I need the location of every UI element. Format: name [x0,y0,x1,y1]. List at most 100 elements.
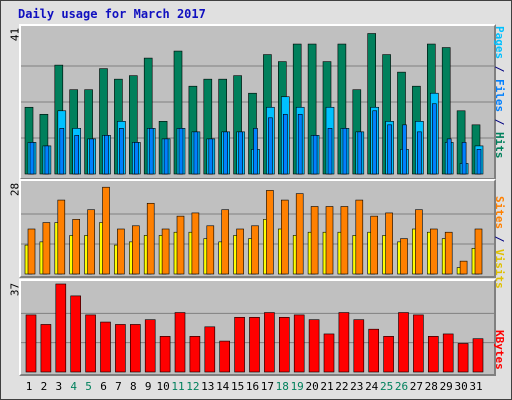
x-tick-label-day-8: 8 [129,380,137,393]
kbytes-bar-day-26 [398,312,409,373]
x-tick-label-day-26: 26 [394,380,409,393]
files-bar-day-18 [282,113,288,175]
sites-bar-day-25 [385,212,393,275]
kbytes-bar-day-13 [204,326,216,373]
x-tick-label-day-3: 3 [55,380,63,393]
x-tick-label-day-27: 27 [409,380,424,393]
x-tick-label-day-20: 20 [305,380,319,393]
kbytes-plot [21,283,494,373]
x-tick-label-day-11: 11 [171,380,185,393]
kbytes-bar-day-1 [25,314,37,373]
kbytes-bar-day-21 [323,333,335,373]
files-bar-day-28 [431,103,437,175]
legend-hits: Hits [493,132,506,159]
files-bar-day-14 [223,131,228,175]
x-tick-label-day-2: 2 [40,380,48,393]
files-bar-day-22 [342,128,348,175]
kbytes-bar-day-16 [249,316,260,373]
x-tick-label-day-17: 17 [260,380,275,393]
x-tick-label-day-24: 24 [365,380,379,393]
sites-bar-day-24 [370,215,379,275]
panel1-legend: Pages / Files / Hits [493,26,506,159]
sites-bar-day-31 [474,228,483,275]
files-bar-day-29 [446,138,452,175]
sites-bar-day-4 [72,219,81,275]
kbytes-bar-day-19 [293,314,305,373]
files-bar-day-3 [59,128,65,175]
kbytes-bar-day-12 [189,336,201,373]
kbytes-bar-day-30 [457,343,469,373]
files-bar-day-15 [238,131,243,175]
x-tick-label-day-30: 30 [454,380,468,393]
kbytes-panel [19,279,496,376]
legend-files: Files [493,79,506,113]
sites-bar-day-7 [117,228,125,275]
sites-bar-day-22 [340,206,349,275]
sites-bar-day-28 [429,228,438,275]
sites-bar-day-2 [42,222,51,275]
files-bar-day-27 [417,131,422,175]
sites-bar-day-12 [191,212,200,275]
x-axis-labels: 1 2 3 4 5 6 7 8 9 10 11 12 13 14 15 16 17 18 19 20 21 22 23 24 2… [19,380,492,394]
files-bar-day-5 [89,138,94,175]
files-bar-day-25 [387,124,392,175]
files-bar-day-6 [104,135,109,175]
files-bar-day-26 [402,124,407,175]
kbytes-bar-day-6 [100,321,111,373]
x-tick-label-day-12: 12 [186,380,200,393]
files-bar-day-31 [476,149,482,175]
files-bar-day-4 [74,135,80,175]
kbytes-bar-day-17 [264,312,275,373]
sites-bar-day-20 [310,206,319,275]
kbytes-bar-day-27 [413,314,424,373]
sites-bar-day-9 [146,202,155,275]
files-bar-day-17 [268,117,273,175]
x-tick-label-day-10: 10 [156,380,170,393]
x-tick-label-day-1: 1 [25,380,33,393]
files-bar-day-2 [44,145,50,175]
kbytes-bar-day-10 [159,336,171,373]
sites-bar-day-3 [57,199,66,275]
kbytes-bar-day-8 [130,324,141,373]
kbytes-bar-day-24 [368,328,380,373]
kbytes-bar-day-3 [55,283,67,373]
x-tick-label-day-23: 23 [350,380,364,393]
hits-files-pages-plot [21,33,494,175]
files-bar-day-20 [312,135,318,175]
files-bar-day-12 [193,131,199,175]
sites-bar-day-29 [444,231,453,275]
sites-bar-day-1 [27,228,36,275]
files-bar-day-7 [119,128,124,175]
files-bar-day-24 [372,110,378,175]
x-tick-label-day-5: 5 [85,380,92,393]
x-tick-label-day-4: 4 [70,380,77,393]
sites-bar-day-19 [295,193,304,275]
x-tick-label-day-13: 13 [201,380,215,393]
files-bar-day-9 [148,128,154,175]
legend-kbytes: KBytes [493,330,506,370]
kbytes-bar-day-22 [338,312,350,373]
x-tick-label-day-31: 31 [469,380,483,393]
files-bar-day-19 [297,113,303,175]
files-bar-day-8 [134,142,139,175]
files-bar-day-23 [357,131,363,175]
x-tick-label-day-29: 29 [439,380,453,393]
kbytes-bar-day-7 [115,324,126,373]
x-tick-label-day-14: 14 [216,380,230,393]
sites-bar-day-18 [280,199,289,275]
kbytes-bar-day-25 [383,336,394,373]
kbytes-bar-day-11 [174,312,186,373]
sites-bar-day-8 [132,225,140,275]
x-tick-label-day-7: 7 [115,380,122,393]
x-tick-label-day-9: 9 [144,380,152,393]
panel2-legend: Sites / Visits [493,196,506,289]
x-tick-label-day-6: 6 [100,380,107,393]
x-tick-label-day-22: 22 [335,380,349,393]
kbytes-bar-day-18 [278,316,290,373]
sites-visits-panel [19,179,496,278]
files-bar-day-21 [327,128,333,175]
kbytes-bar-day-4 [70,295,82,373]
sites-bar-day-21 [325,206,334,275]
files-bar-day-30 [461,142,467,175]
files-bar-day-1 [29,142,35,175]
